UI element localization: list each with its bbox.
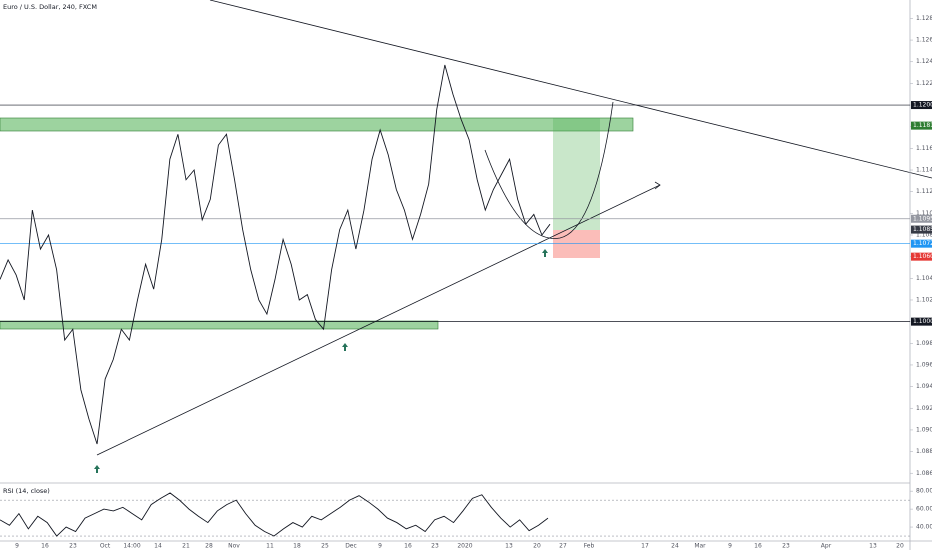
y-tick-label: 1.08600	[916, 470, 932, 477]
x-tick-label: 25	[321, 543, 329, 550]
x-tick-label: 9	[15, 543, 19, 550]
x-tick-label: Feb	[584, 543, 595, 550]
price-badge	[911, 214, 932, 223]
x-tick-label: Dec	[345, 543, 357, 550]
trendline	[96, 184, 661, 456]
x-tick-label: 14	[154, 543, 162, 550]
x-tick-label: 24	[671, 543, 679, 550]
x-tick-label: Apr	[821, 543, 832, 550]
price-badge-label: 1.10000	[913, 318, 932, 325]
y-tick-label: 1.09200	[916, 405, 932, 412]
x-tick-label: Oct	[100, 543, 111, 550]
x-tick-label: 9	[728, 543, 732, 550]
price-badge-label: 1.10950	[913, 215, 932, 222]
x-tick-label: 18	[293, 543, 301, 550]
price-badge-label: 1.10720	[913, 240, 932, 247]
x-tick-label: 16	[754, 543, 762, 550]
y-tick-label: 1.10200	[916, 296, 932, 303]
price-badge-label: 1.11810	[913, 122, 932, 129]
x-tick-label: 20	[896, 543, 904, 550]
curve	[484, 101, 614, 239]
x-tick-label: 2020	[457, 543, 472, 550]
y-tick-label: 1.11200	[916, 188, 932, 195]
price-badge	[911, 252, 932, 261]
x-tick-label: 21	[182, 543, 190, 550]
y-tick-label: 1.09400	[916, 383, 932, 390]
price-badge-label: 1.10600	[913, 253, 932, 260]
resistance-zone	[0, 117, 634, 132]
x-tick-label: 23	[782, 543, 790, 550]
y-tick-label: 1.12800	[916, 15, 932, 22]
y-tick-label: 1.09800	[916, 340, 932, 347]
price-badge	[911, 121, 932, 130]
x-tick-label: Mar	[694, 543, 706, 550]
arrow-head	[654, 181, 661, 190]
y-tick-label: 1.11400	[916, 167, 932, 174]
x-tick-label: 16	[41, 543, 49, 550]
x-tick-label: 9	[378, 543, 382, 550]
y-tick-label: 40.00	[916, 524, 932, 531]
y-tick-label: 1.09000	[916, 426, 932, 433]
arrows	[94, 249, 548, 473]
price-badge-label: 1.12000	[913, 102, 932, 109]
up-arrow	[542, 249, 548, 257]
price-badge	[911, 317, 932, 326]
y-tick-label: 1.12600	[916, 37, 932, 44]
x-tick-label: 20	[533, 543, 541, 550]
price-badge	[911, 101, 932, 110]
y-tick-label: 1.12400	[916, 58, 932, 65]
y-tick-label: 1.12200	[916, 80, 932, 87]
y-tick-label: 1.10800	[916, 232, 932, 239]
price-badge-label: 1.10850	[913, 226, 932, 233]
price-line	[0, 64, 551, 445]
up-arrow	[342, 343, 348, 351]
x-tick-label: 13	[505, 543, 513, 550]
price-line	[0, 492, 549, 537]
x-tick-label: 23	[431, 543, 439, 550]
y-tick-label: 1.09600	[916, 361, 932, 368]
up-arrow	[94, 465, 100, 473]
x-tick-label: 28	[205, 543, 213, 550]
y-tick-label: 1.11600	[916, 145, 932, 152]
x-tick-label: 27	[559, 543, 567, 550]
rsi-title: RSI (14, close)	[3, 487, 50, 495]
price-badge	[911, 225, 932, 234]
x-tick-label: 14:00	[123, 543, 140, 550]
x-tick-label: 11	[266, 543, 274, 550]
x-tick-label: 13	[869, 543, 877, 550]
x-tick-label: 17	[641, 543, 649, 550]
target-box	[553, 118, 600, 230]
x-tick-label: Nov	[228, 543, 240, 550]
y-tick-label: 1.11000	[916, 210, 932, 217]
y-tick-label: 1.10400	[916, 275, 932, 282]
y-tick-label: 1.08800	[916, 448, 932, 455]
support-zone	[0, 320, 439, 330]
chart-title: Euro / U.S. Dollar, 240, FXCM	[3, 3, 97, 11]
x-tick-label: 16	[404, 543, 412, 550]
trendline	[209, 0, 932, 179]
y-tick-label: 60.00	[916, 506, 932, 513]
price-badge	[911, 239, 932, 248]
y-tick-label: 80.00	[916, 488, 932, 495]
x-tick-label: 23	[69, 543, 77, 550]
